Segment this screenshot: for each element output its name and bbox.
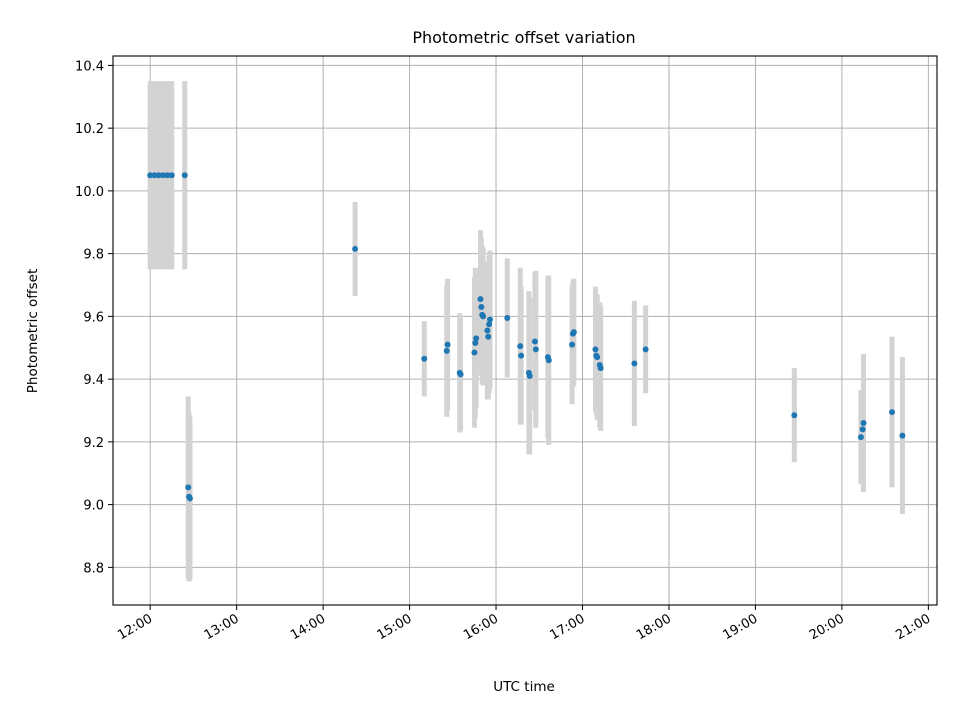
plot-frame <box>112 55 938 606</box>
y-tick-label: 10.0 <box>75 185 104 200</box>
y-tick-label: 10.2 <box>75 122 104 137</box>
data-point <box>480 313 487 320</box>
data-point <box>517 343 524 350</box>
y-tick-label: 9.8 <box>83 248 104 263</box>
data-point <box>147 172 154 179</box>
data-point <box>642 346 649 353</box>
data-point <box>473 335 480 342</box>
y-tick-label: 10.4 <box>75 59 104 74</box>
chart-title: Photometric offset variation <box>412 28 635 47</box>
x-tick-label: 19:00 <box>720 611 760 643</box>
x-axis-ticks: 12:00 13:00 14:00 15:00 16:00 17:00 18:00 19:00… <box>115 605 933 643</box>
x-tick-label: 18:00 <box>634 611 674 643</box>
data-point <box>486 321 493 328</box>
data-point <box>472 340 479 347</box>
data-point <box>185 484 192 491</box>
data-point <box>168 172 175 179</box>
y-tick-label: 9.6 <box>83 310 104 325</box>
data-points <box>147 172 906 502</box>
data-point <box>352 245 359 252</box>
data-point <box>477 296 484 303</box>
data-point <box>160 172 167 179</box>
data-point <box>594 354 601 361</box>
x-tick-label: 17:00 <box>548 611 588 643</box>
grid-lines <box>113 56 937 605</box>
x-tick-label: 20:00 <box>807 611 847 643</box>
x-tick-label: 12:00 <box>115 611 155 643</box>
y-tick-label: 9.4 <box>83 373 104 388</box>
data-point <box>526 372 533 379</box>
x-tick-label: 16:00 <box>461 611 501 643</box>
data-point <box>531 338 538 345</box>
data-point <box>186 495 193 502</box>
x-tick-label: 13:00 <box>202 611 242 643</box>
y-tick-label: 9.0 <box>83 499 104 514</box>
data-point <box>859 426 866 433</box>
data-point <box>443 347 450 354</box>
data-point <box>570 329 577 336</box>
data-point <box>484 327 491 334</box>
data-point <box>631 360 638 367</box>
data-point <box>545 357 552 364</box>
data-point <box>791 412 798 419</box>
y-axis-ticks: 8.8 9.0 9.2 9.4 9.6 9.8 10.0 10.2 10.4 <box>75 59 113 576</box>
data-point <box>164 172 171 179</box>
data-point <box>597 365 604 372</box>
data-point <box>592 346 599 353</box>
data-point <box>457 371 464 378</box>
x-tick-label: 14:00 <box>288 611 328 643</box>
data-point <box>889 409 896 416</box>
data-point <box>518 352 525 359</box>
data-point <box>857 434 864 441</box>
x-tick-label: 21:00 <box>893 611 933 643</box>
data-point <box>504 314 511 321</box>
y-tick-label: 8.8 <box>83 561 104 576</box>
y-axis-label: Photometric offset <box>25 269 41 393</box>
data-point <box>860 420 867 427</box>
error-bars <box>147 81 905 582</box>
data-point <box>444 341 451 348</box>
data-point <box>485 333 492 340</box>
data-point <box>471 349 478 356</box>
data-point <box>181 172 188 179</box>
x-tick-label: 15:00 <box>375 611 415 643</box>
data-point <box>151 172 158 179</box>
data-point <box>569 341 576 348</box>
data-point <box>421 355 428 362</box>
y-tick-label: 9.2 <box>83 436 104 451</box>
data-point <box>486 316 493 323</box>
x-axis-label: UTC time <box>493 679 555 695</box>
data-point <box>899 432 906 439</box>
data-point <box>155 172 162 179</box>
data-point <box>478 303 485 310</box>
data-point <box>532 346 539 353</box>
